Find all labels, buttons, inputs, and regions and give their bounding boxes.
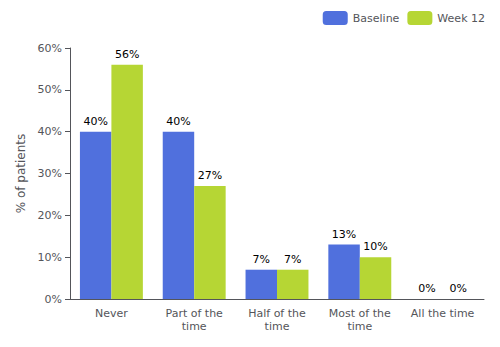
svg-text:Most of the: Most of the <box>329 307 391 320</box>
svg-text:Never: Never <box>95 307 128 320</box>
svg-text:time: time <box>347 320 372 333</box>
svg-text:10%: 10% <box>38 251 62 264</box>
svg-text:Week 12: Week 12 <box>437 12 485 25</box>
svg-text:0%: 0% <box>45 293 62 306</box>
svg-text:10%: 10% <box>363 240 387 253</box>
svg-text:60%: 60% <box>38 42 62 55</box>
svg-text:Baseline: Baseline <box>353 12 400 25</box>
svg-text:% of patients: % of patients <box>14 134 28 214</box>
svg-text:All the time: All the time <box>411 307 475 320</box>
svg-text:time: time <box>182 320 207 333</box>
svg-text:time: time <box>265 320 290 333</box>
svg-text:30%: 30% <box>38 167 62 180</box>
svg-text:Part of the: Part of the <box>166 307 224 320</box>
svg-text:40%: 40% <box>38 125 62 138</box>
svg-text:40%: 40% <box>83 115 107 128</box>
svg-text:13%: 13% <box>332 228 356 241</box>
svg-text:40%: 40% <box>166 115 190 128</box>
svg-text:7%: 7% <box>253 253 270 266</box>
svg-text:0%: 0% <box>418 282 435 295</box>
svg-text:Half of the: Half of the <box>248 307 306 320</box>
svg-text:27%: 27% <box>198 169 222 182</box>
svg-text:20%: 20% <box>38 209 62 222</box>
svg-text:7%: 7% <box>284 253 301 266</box>
svg-text:50%: 50% <box>38 83 62 96</box>
svg-text:56%: 56% <box>115 48 139 61</box>
svg-text:0%: 0% <box>450 282 467 295</box>
